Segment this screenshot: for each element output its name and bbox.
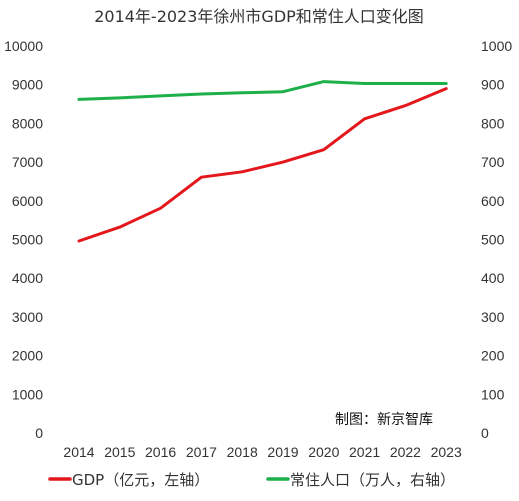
y-left-tick-label: 1000 <box>12 386 43 402</box>
y-left-tick-label: 7000 <box>12 154 43 170</box>
y-left-tick-label: 8000 <box>12 115 43 131</box>
x-tick-label: 2021 <box>349 444 380 460</box>
y-right-tick-label: 400 <box>481 270 505 286</box>
chart-credit: 制图：新京智库 <box>335 412 433 428</box>
y-left-tick-label: 4000 <box>12 270 43 286</box>
y-left-tick-label: 2000 <box>12 348 43 364</box>
x-tick-label: 2016 <box>145 444 176 460</box>
y-right-tick-label: 900 <box>481 77 505 93</box>
y-right-tick-label: 200 <box>481 348 505 364</box>
y-left-tick-label: 3000 <box>12 309 43 325</box>
y-right-tick-label: 600 <box>481 193 505 209</box>
x-tick-label: 2023 <box>431 444 462 460</box>
chart-title: 2014年-2023年徐州市GDP和常住人口变化图 <box>94 7 424 26</box>
x-tick-label: 2019 <box>267 444 298 460</box>
y-right-tick-label: 500 <box>481 232 505 248</box>
legend-label: 常住人口（万人，右轴） <box>290 471 455 489</box>
y-left-tick-label: 9000 <box>12 77 43 93</box>
x-tick-label: 2014 <box>63 444 94 460</box>
y-right-tick-label: 800 <box>481 115 505 131</box>
y-left-tick-label: 6000 <box>12 193 43 209</box>
x-tick-label: 2022 <box>390 444 421 460</box>
legend-label: GDP（亿元，左轴） <box>72 471 209 489</box>
y-left-tick-label: 0 <box>35 425 43 441</box>
x-tick-label: 2018 <box>227 444 258 460</box>
y-right-tick-label: 100 <box>481 386 505 402</box>
series-line-population <box>77 80 448 101</box>
y-right-tick-label: 300 <box>481 309 505 325</box>
x-tick-label: 2017 <box>186 444 217 460</box>
y-left-tick-label: 10000 <box>4 38 43 54</box>
x-tick-label: 2015 <box>104 444 135 460</box>
y-right-tick-label: 0 <box>481 425 489 441</box>
y-right-tick-label: 700 <box>481 154 505 170</box>
y-right-tick-label: 1000 <box>481 38 512 54</box>
x-tick-label: 2020 <box>308 444 339 460</box>
series-line-gdp <box>77 87 448 243</box>
y-left-tick-label: 5000 <box>12 232 43 248</box>
